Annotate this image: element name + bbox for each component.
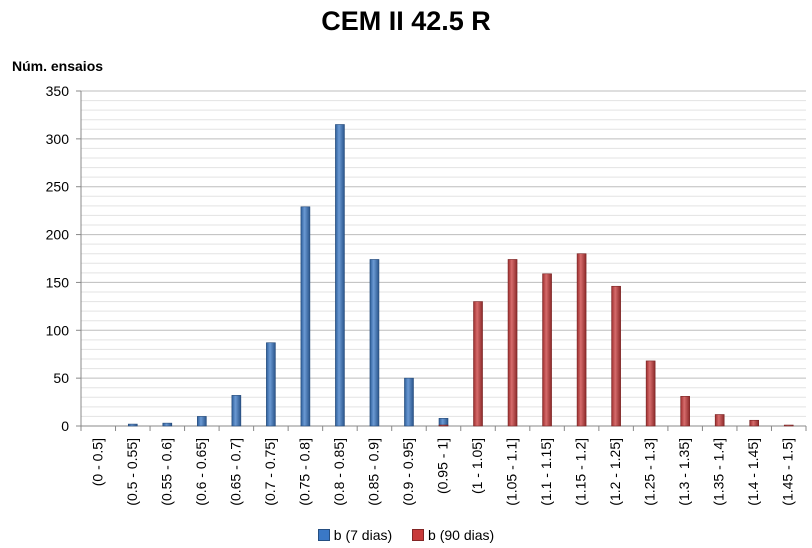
x-tick-label: (0.85 - 0.9] bbox=[365, 438, 381, 506]
x-tick-label: (0.5 - 0.55] bbox=[124, 438, 140, 506]
legend-item-7-dias: b (7 dias) bbox=[317, 527, 393, 544]
legend-label-7-dias: b (7 dias) bbox=[333, 527, 393, 544]
bar-90-dias bbox=[714, 414, 725, 427]
bar-90-dias bbox=[507, 259, 518, 427]
bar-7-dias bbox=[266, 342, 276, 427]
x-tick-label: (1.2 - 1.25] bbox=[607, 438, 623, 506]
bar-7-dias bbox=[404, 377, 414, 427]
bar-7-dias bbox=[335, 124, 345, 427]
y-tick-label: 350 bbox=[46, 83, 70, 99]
bar-90-dias bbox=[473, 301, 483, 427]
bar-90-dias bbox=[749, 419, 760, 427]
bar-90-dias bbox=[576, 253, 587, 427]
x-tick-label: (1.05 - 1.1] bbox=[504, 438, 520, 506]
x-tick-label: (0.65 - 0.7] bbox=[227, 438, 243, 506]
x-tick-label: (1.25 - 1.3] bbox=[642, 438, 658, 506]
x-tick-label: (1.3 - 1.35] bbox=[676, 438, 692, 506]
y-tick-label: 250 bbox=[46, 179, 70, 195]
bar-7-dias bbox=[369, 259, 380, 427]
x-tick-label: (0.95 - 1] bbox=[435, 438, 451, 494]
chart-title: CEM II 42.5 R bbox=[321, 6, 491, 36]
x-tick-label: (1.45 - 1.5] bbox=[780, 438, 796, 506]
bar-90-dias bbox=[438, 424, 449, 427]
x-tick-label: (1 - 1.05] bbox=[469, 438, 485, 494]
x-tick-label: (0.9 - 0.95] bbox=[400, 438, 416, 506]
x-tick-label: (0.8 - 0.85] bbox=[331, 438, 347, 506]
bar-90-dias bbox=[680, 396, 690, 427]
bar-7-dias bbox=[197, 416, 207, 427]
y-tick-label: 300 bbox=[46, 131, 70, 147]
x-tick-label: (1.15 - 1.2] bbox=[573, 438, 589, 506]
x-tick-label: (1.35 - 1.4] bbox=[711, 438, 727, 506]
x-tick-label: (0.7 - 0.75] bbox=[262, 438, 278, 506]
bar-7-dias bbox=[300, 206, 311, 427]
y-tick-label: 50 bbox=[53, 370, 69, 386]
x-tick-label: (1.1 - 1.15] bbox=[538, 438, 554, 506]
legend-swatch-7-dias bbox=[317, 529, 330, 542]
bar-90-dias bbox=[645, 360, 656, 427]
x-tick-label: (1.4 - 1.45] bbox=[745, 438, 761, 506]
x-tick-label: (0 - 0.5] bbox=[89, 438, 105, 486]
y-tick-label: 150 bbox=[46, 274, 70, 290]
legend-swatch-90-dias bbox=[412, 529, 425, 542]
bar-90-dias bbox=[783, 424, 794, 427]
y-tick-label: 200 bbox=[46, 227, 70, 243]
x-tick-label: (0.55 - 0.6] bbox=[158, 438, 174, 506]
bar-7-dias bbox=[231, 395, 242, 427]
y-tick-label: 0 bbox=[61, 418, 69, 434]
bar-90-dias bbox=[611, 285, 621, 427]
legend-label-90-dias: b (90 dias) bbox=[428, 527, 495, 544]
bar-90-dias bbox=[542, 273, 552, 427]
legend-item-90-dias: b (90 dias) bbox=[412, 527, 494, 543]
bar-7-dias bbox=[162, 422, 173, 427]
legend: b (7 dias) b (90 dias) bbox=[0, 526, 812, 543]
y-tick-label: 100 bbox=[46, 322, 70, 338]
x-tick-label: (0.75 - 0.8] bbox=[296, 438, 312, 506]
bar-7-dias bbox=[127, 423, 138, 427]
y-axis-label: Núm. ensaios bbox=[12, 58, 104, 74]
x-tick-label: (0.6 - 0.65] bbox=[193, 438, 209, 506]
